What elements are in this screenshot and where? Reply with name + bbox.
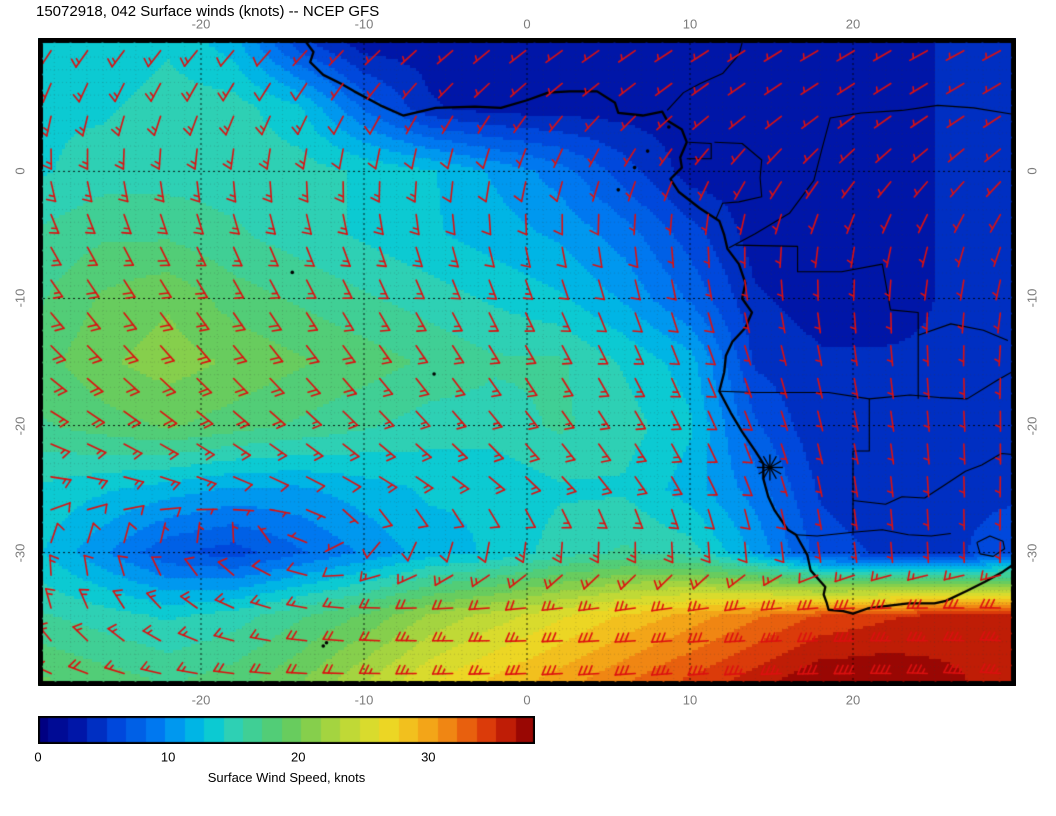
lon-tick-label-top: 20 — [845, 16, 861, 32]
colorbar-canvas — [38, 716, 535, 744]
lat-tick-label-left: -20 — [12, 416, 28, 435]
lon-tick-label-bottom: 0 — [523, 692, 531, 708]
plot-title: 15072918, 042 Surface winds (knots) -- N… — [36, 3, 380, 20]
lon-tick-label-bottom: 20 — [845, 692, 861, 708]
lon-tick-label-top: 0 — [523, 16, 531, 32]
lat-tick-label-right: -10 — [1024, 289, 1040, 308]
wind-map-canvas — [38, 38, 1016, 686]
colorbar-caption: Surface Wind Speed, knots — [207, 770, 366, 785]
lat-tick-label-right: -20 — [1024, 416, 1040, 435]
lat-tick-label-left: -30 — [12, 543, 28, 562]
colorbar-tick-label: 20 — [290, 749, 306, 765]
lat-tick-label-left: 0 — [12, 167, 28, 176]
lon-tick-label-bottom: 10 — [682, 692, 698, 708]
lat-tick-label-right: -30 — [1024, 543, 1040, 562]
lat-tick-label-right: 0 — [1024, 167, 1040, 176]
colorbar-tick-label: 0 — [34, 749, 42, 765]
colorbar-tick-label: 30 — [421, 749, 436, 765]
colorbar-tick-label: 10 — [160, 749, 176, 765]
lon-tick-label-bottom: -20 — [191, 692, 211, 708]
lon-tick-label-bottom: -10 — [354, 692, 374, 708]
lon-tick-label-top: 10 — [682, 16, 698, 32]
lat-tick-label-left: -10 — [12, 289, 28, 308]
